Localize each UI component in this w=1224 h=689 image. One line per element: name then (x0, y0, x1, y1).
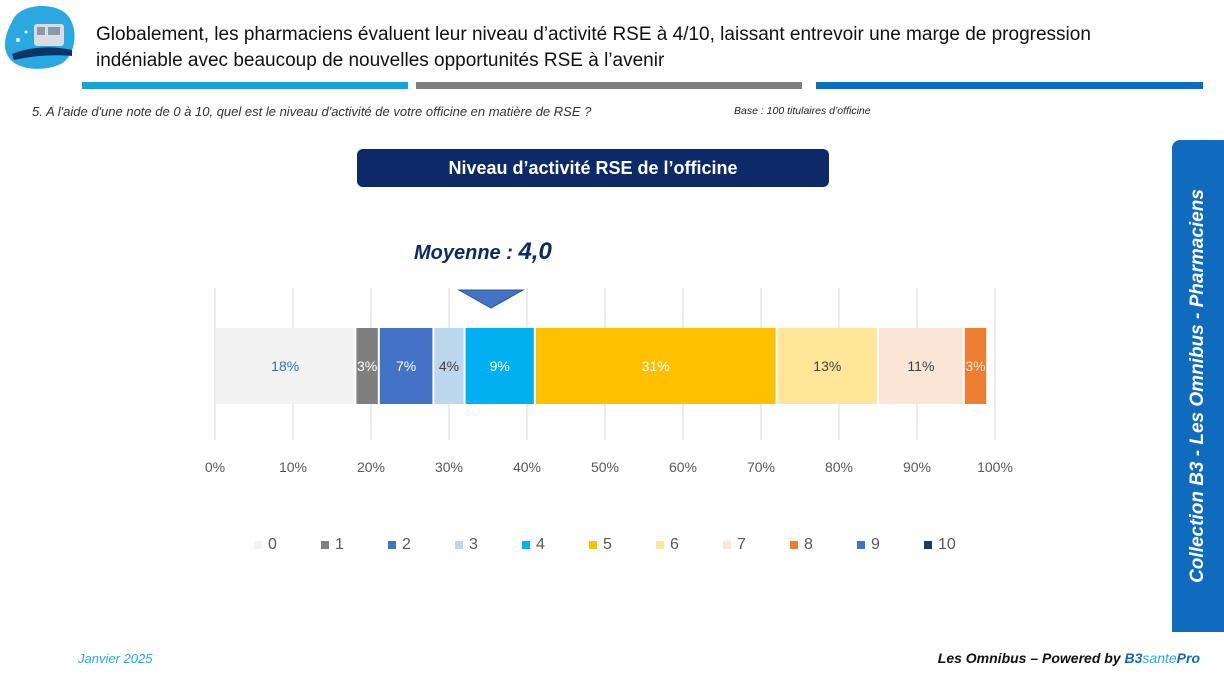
footer-brand-b3: B3 (1124, 650, 1143, 666)
legend-swatch (723, 541, 731, 549)
collection-banner: Collection B3 - Les Omnibus - Pharmacien… (1172, 140, 1224, 632)
legend-swatch (522, 541, 530, 549)
legend-label: 1 (335, 536, 344, 553)
legend-label: 7 (737, 536, 746, 553)
x-tick-label: 80% (825, 459, 853, 475)
x-tick-label: 90% (903, 459, 931, 475)
header-rule-gray (416, 82, 802, 89)
x-tick-label: 10% (279, 459, 307, 475)
data-label-4: 9% (490, 358, 510, 374)
chart-legend: 0 1 2 3 4 5 6 7 8 9 10 (254, 534, 974, 556)
x-tick-label: 100% (977, 459, 1013, 475)
headline: Globalement, les pharmaciens évaluent le… (96, 24, 1091, 71)
legend-swatch (388, 541, 396, 549)
footer-brand-sante: sante (1142, 650, 1177, 666)
collection-banner-text: Collection B3 - Les Omnibus - Pharmacien… (1187, 189, 1208, 583)
x-axis-ticks: 0% 10% 20% 30% 40% 50% 60% 70% 80% 90% 100% (205, 459, 1013, 475)
mean-label: Moyenne : (414, 242, 519, 264)
legend-label: 0 (268, 536, 277, 553)
legend-item-7: 7 (723, 534, 790, 556)
data-label-1: 3% (357, 358, 377, 374)
bar-segment-6 (777, 328, 877, 404)
legend-item-4: 4 (522, 534, 589, 556)
bar-segment-0 (216, 328, 355, 404)
legend-label: 2 (402, 536, 411, 553)
x-tick-label: 50% (591, 459, 619, 475)
sample-base: Base : 100 titulaires d’officine (734, 105, 871, 117)
data-label-2: 7% (396, 358, 416, 374)
bar-segment-8 (964, 328, 987, 404)
footer-date: Janvier 2025 (78, 651, 153, 666)
survey-question: 5. A l'aide d'une note de 0 à 10, quel e… (32, 104, 592, 119)
legend-label: 5 (603, 536, 612, 553)
legend-label: 9 (871, 536, 880, 553)
data-label-6: 13% (813, 358, 841, 374)
mean-value: 4,0 (518, 238, 552, 265)
data-label-5: 31% (642, 358, 670, 374)
bar-segment-4 (465, 328, 534, 404)
legend-swatch (455, 541, 463, 549)
bar-segment-5 (535, 328, 776, 404)
legend-swatch (321, 541, 329, 549)
x-tick-label: 40% (513, 459, 541, 475)
bar-segment-1 (356, 328, 378, 404)
legend-label: 8 (804, 536, 813, 553)
data-label-0: 18% (271, 358, 299, 374)
x-tick-label: 30% (435, 459, 463, 475)
legend-label: 4 (536, 536, 545, 553)
data-labels: 18% 3% 7% 4% 9% 31% 13% 11% 3% (271, 358, 985, 374)
data-label-3: 4% (439, 358, 459, 374)
legend-item-3: 3 (455, 534, 522, 556)
bar-segments (216, 328, 987, 404)
header-rule-cyan (82, 82, 408, 89)
x-tick-label: 0% (205, 459, 225, 475)
legend-label: 3 (469, 536, 478, 553)
legend-swatch (589, 541, 597, 549)
mean-marker-triangle-icon (457, 289, 525, 309)
legend-item-5: 5 (589, 534, 656, 556)
data-label-8: 3% (965, 358, 985, 374)
legend-item-6: 6 (656, 534, 723, 556)
legend-item-2: 2 (388, 534, 455, 556)
data-label-7: 11% (907, 358, 934, 374)
legend-label: 6 (670, 536, 679, 553)
legend-swatch (857, 541, 865, 549)
legend-swatch (924, 541, 932, 549)
footer-brand: Les Omnibus – Powered by B3santePro (938, 650, 1200, 666)
legend-item-9: 9 (857, 534, 924, 556)
bar-segment-2 (379, 328, 433, 404)
mean-annotation: Moyenne : 4,0 (414, 238, 552, 266)
x-tick-label: 20% (357, 459, 385, 475)
legend-item-1: 1 (321, 534, 388, 556)
legend-swatch (656, 541, 664, 549)
legend-swatch (790, 541, 798, 549)
legend-item-8: 8 (790, 534, 857, 556)
chart-title: Niveau d’activité RSE de l’officine (357, 149, 829, 187)
bar-segment-3 (434, 328, 464, 404)
bar-segment-7 (879, 328, 963, 404)
x-tick-label: 70% (747, 459, 775, 475)
footer-brand-pro: Pro (1176, 650, 1200, 666)
header-rule-blue (816, 82, 1203, 89)
omnibus-logo (5, 6, 75, 69)
footer-brand-prefix: Les Omnibus – Powered by (937, 650, 1125, 666)
legend-item-0: 0 (254, 534, 321, 556)
legend-swatch (254, 541, 262, 549)
legend-label: 10 (938, 536, 956, 553)
x-tick-label: 60% (669, 459, 697, 475)
legend-item-10: 10 (924, 534, 974, 556)
